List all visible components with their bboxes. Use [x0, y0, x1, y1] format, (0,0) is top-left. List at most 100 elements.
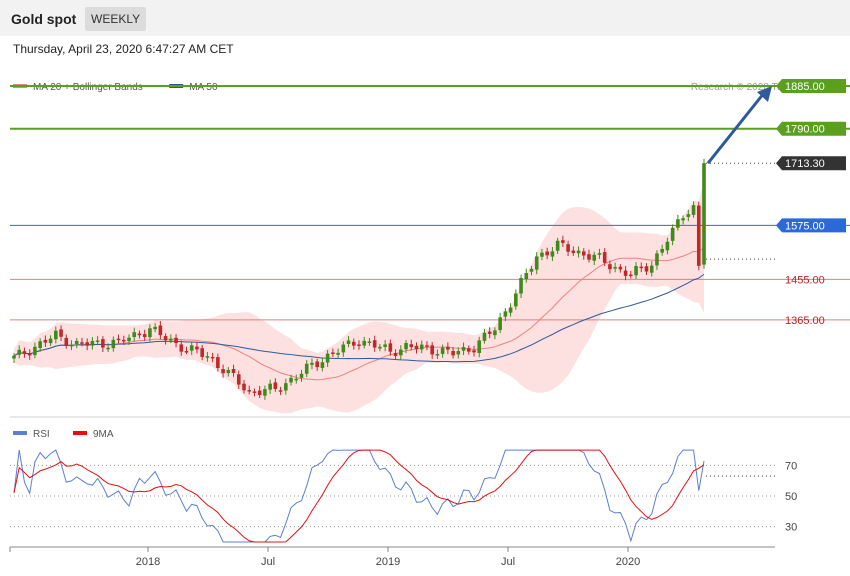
candle-body — [331, 352, 335, 354]
candle-body — [482, 332, 487, 341]
candle-body — [27, 353, 32, 356]
candle-body — [43, 339, 48, 343]
candle-body — [623, 270, 628, 276]
candle-body — [644, 266, 649, 272]
candle-body — [158, 325, 163, 336]
candle-body — [592, 254, 597, 261]
candle-body — [508, 307, 513, 313]
x-tick-label-3: Jul — [501, 556, 515, 568]
period-badge[interactable]: WEEKLY — [85, 7, 147, 31]
candle-body — [581, 251, 586, 256]
candle-body — [670, 227, 675, 241]
candle-body — [357, 344, 361, 346]
candle-body — [336, 352, 340, 355]
candle-body — [278, 390, 283, 392]
candle-body — [85, 342, 89, 346]
rsi-legend-label-0: RSI — [33, 429, 50, 440]
candle-body — [655, 253, 659, 266]
rsi-tick-0: 70 — [785, 460, 797, 472]
candle-body — [587, 254, 591, 260]
timestamp: Thursday, April 23, 2020 6:47:27 AM CET — [13, 42, 234, 56]
candle-body — [634, 266, 638, 276]
candle-body — [409, 344, 414, 348]
candle-body — [95, 340, 100, 342]
candle-body — [216, 357, 220, 369]
candle-body — [341, 344, 346, 353]
candle-body — [200, 348, 204, 357]
candle-body — [477, 340, 482, 353]
candle-body — [676, 219, 680, 228]
level-label-1: 1790.00 — [785, 124, 825, 136]
candle-body — [174, 337, 178, 344]
candle-body — [210, 356, 215, 359]
bollinger-band — [14, 181, 704, 414]
candle-body — [404, 342, 408, 350]
level-label-3: 1575.00 — [785, 220, 825, 232]
rsi-legend-label-1: 9MA — [93, 429, 114, 440]
x-tick-label-4: 2020 — [616, 556, 640, 568]
chart-header: Gold spot WEEKLY — [0, 0, 850, 36]
candle-body — [116, 338, 121, 341]
candle-body — [456, 350, 461, 355]
candle-body — [425, 345, 429, 347]
candle-body — [555, 240, 560, 251]
candle-body — [430, 345, 434, 355]
candle-body — [289, 377, 293, 383]
candle-body — [346, 340, 351, 344]
level-tag-2 — [776, 156, 846, 171]
candle-body — [514, 293, 518, 307]
candle-body — [393, 352, 398, 357]
candle-body — [639, 266, 644, 269]
candle-body — [17, 349, 22, 355]
candle-body — [59, 329, 63, 337]
candle-body — [696, 205, 701, 266]
candle-body — [461, 347, 466, 351]
candle-body — [702, 163, 706, 265]
candle-body — [325, 353, 330, 363]
candle-body — [629, 274, 633, 277]
candle-body — [618, 266, 623, 270]
candle-body — [529, 268, 534, 272]
copyright-text: Research © 2020 Trading Central — [691, 82, 840, 93]
candle-body — [446, 346, 450, 350]
candle-body — [315, 361, 319, 368]
candle-body — [90, 340, 95, 346]
candle-body — [205, 356, 210, 358]
candle-body — [142, 334, 147, 338]
candle-body — [440, 347, 445, 354]
candle-body — [597, 253, 602, 255]
candle-body — [179, 344, 184, 352]
level-label-2: 1713.30 — [785, 158, 825, 170]
candle-body — [649, 265, 654, 273]
candle-body — [221, 369, 225, 374]
x-tick-label-1: Jul — [261, 556, 275, 568]
candle-body — [576, 250, 581, 254]
rsi-tick-2: 30 — [785, 522, 797, 534]
candle-body — [550, 251, 555, 257]
rsi-tick-1: 50 — [785, 491, 797, 503]
candle-body — [388, 343, 393, 352]
candle-body — [681, 218, 685, 221]
candle-body — [320, 362, 325, 368]
candle-body — [284, 383, 288, 391]
candle-body — [540, 252, 544, 257]
candle-body — [378, 346, 382, 349]
candle-body — [524, 273, 529, 279]
candle-body — [613, 267, 617, 269]
candle-body — [566, 244, 570, 252]
target-arrow-head — [757, 85, 772, 102]
candle-body — [127, 337, 131, 342]
candle-body — [64, 337, 69, 346]
candle-body — [608, 264, 612, 270]
candle-body — [419, 344, 424, 350]
level-tag-3 — [776, 218, 846, 233]
candle-body — [503, 311, 508, 317]
candle-body — [451, 350, 455, 356]
candle-body — [561, 240, 565, 243]
candle-body — [74, 340, 79, 345]
candle-body — [466, 348, 471, 352]
candle-body — [493, 330, 497, 336]
x-tick-label-2: 2019 — [376, 556, 400, 568]
candle-body — [351, 341, 356, 346]
level-tag-0 — [776, 78, 846, 93]
